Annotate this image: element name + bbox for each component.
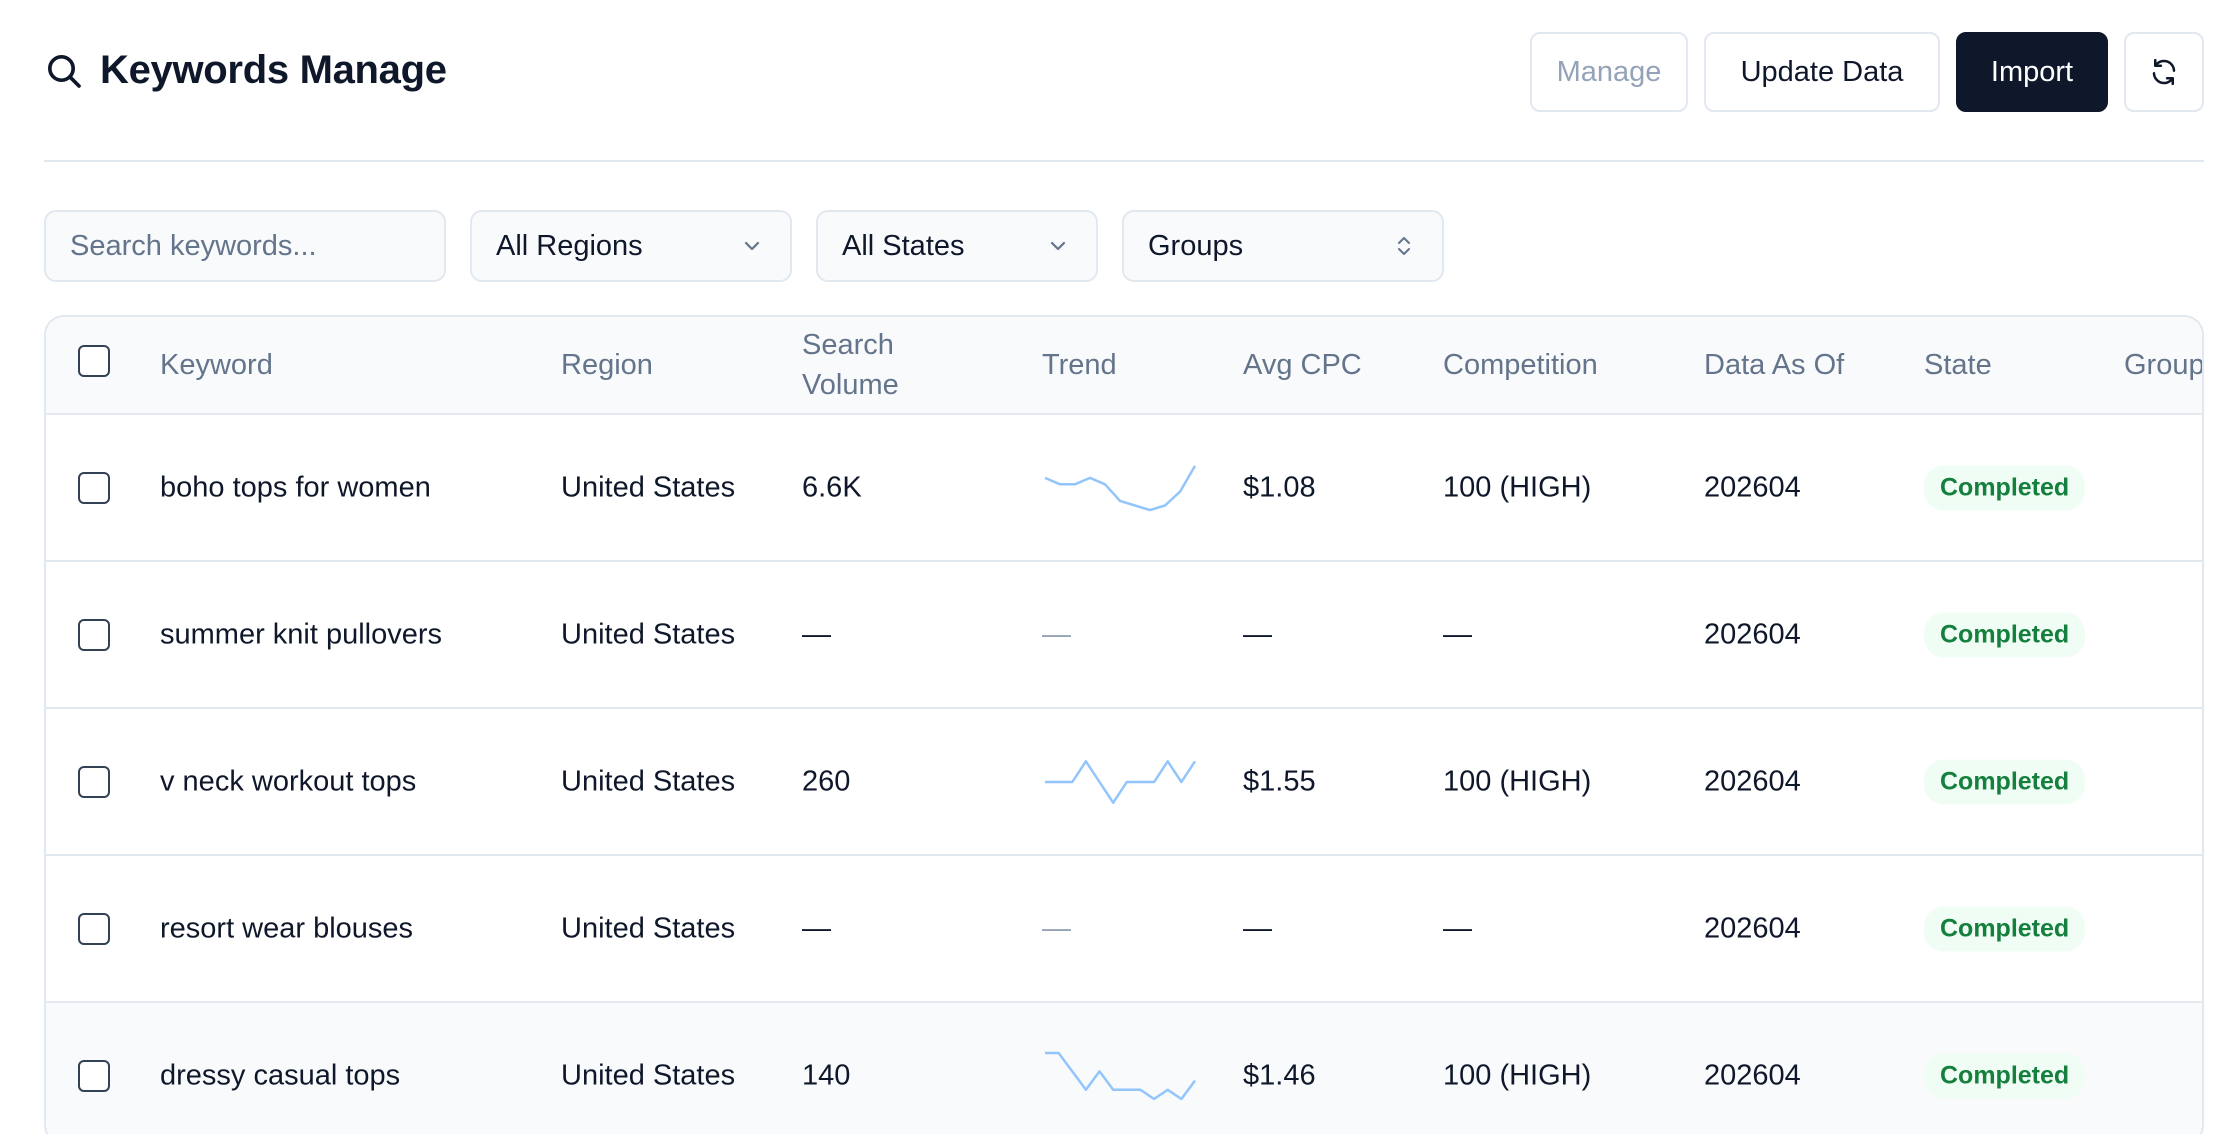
table-header: Keyword Region Search Volume Trend Avg C…: [46, 317, 2202, 415]
status-badge: Completed: [1924, 612, 2086, 657]
date-cell: 202604: [1704, 618, 1801, 650]
trend-sparkline: [1045, 759, 1197, 804]
table-row[interactable]: boho tops for women United States 6.6K $…: [46, 415, 2202, 562]
row-checkbox[interactable]: [78, 1059, 110, 1092]
page-header: Keywords Manage Manage Update Data Impor…: [44, 30, 2204, 114]
column-header-volume[interactable]: Search Volume: [802, 325, 899, 405]
region-select[interactable]: All Regions: [470, 210, 792, 282]
region-cell: United States: [561, 765, 736, 797]
row-checkbox[interactable]: [78, 765, 110, 798]
cpc-cell: —: [1243, 912, 1272, 944]
cpc-cell: $1.55: [1243, 765, 1316, 797]
volume-cell: 140: [802, 1059, 851, 1091]
column-header-trend[interactable]: Trend: [1042, 349, 1117, 381]
table-row[interactable]: dressy casual tops United States 140 $1.…: [46, 1003, 2202, 1134]
header-actions: Manage Update Data Import: [1514, 32, 2204, 112]
column-header-date[interactable]: Data As Of: [1704, 349, 1845, 381]
competition-cell: 100 (HIGH): [1443, 471, 1592, 503]
status-badge: Completed: [1924, 1053, 2086, 1098]
keyword-cell: v neck workout tops: [160, 765, 417, 797]
keyword-cell: resort wear blouses: [160, 912, 414, 944]
cpc-cell: $1.08: [1243, 471, 1316, 503]
column-header-volume-line2: Volume: [802, 369, 899, 401]
date-cell: 202604: [1704, 471, 1801, 503]
header-divider: [44, 160, 2204, 162]
table-row[interactable]: summer knit pullovers United States — — …: [46, 562, 2202, 709]
state-select[interactable]: All States: [816, 210, 1098, 282]
status-badge: Completed: [1924, 465, 2086, 510]
status-badge: Completed: [1924, 906, 2086, 951]
region-cell: United States: [561, 1059, 736, 1091]
row-checkbox[interactable]: [78, 912, 110, 945]
competition-cell: 100 (HIGH): [1443, 1059, 1592, 1091]
update-data-button[interactable]: Update Data: [1704, 32, 1940, 112]
region-cell: United States: [561, 618, 736, 650]
table-row[interactable]: v neck workout tops United States 260 $1…: [46, 709, 2202, 856]
keyword-cell: summer knit pullovers: [160, 618, 443, 650]
competition-cell: —: [1443, 618, 1472, 650]
chevron-up-down-icon: [1398, 237, 1410, 255]
trend-sparkline: [1045, 1051, 1197, 1100]
column-header-region[interactable]: Region: [561, 349, 653, 381]
volume-cell: 6.6K: [802, 471, 862, 503]
refresh-button[interactable]: [2124, 32, 2204, 112]
filter-bar: All Regions All States Groups: [44, 210, 1468, 282]
date-cell: 202604: [1704, 912, 1801, 944]
trend-empty: —: [1042, 618, 1071, 650]
search-icon: [48, 54, 81, 88]
title-group: Keywords Manage: [44, 48, 447, 93]
page-title: Keywords Manage: [100, 48, 447, 92]
column-header-state[interactable]: State: [1924, 349, 1992, 381]
row-checkbox[interactable]: [78, 618, 110, 651]
status-badge: Completed: [1924, 759, 2086, 804]
search-field[interactable]: [44, 210, 446, 282]
region-cell: United States: [561, 912, 736, 944]
state-select-value: All States: [842, 229, 965, 262]
manage-button[interactable]: Manage: [1530, 32, 1688, 112]
volume-cell: —: [802, 912, 831, 944]
keyword-cell: dressy casual tops: [160, 1059, 401, 1091]
chevron-down-icon: [744, 241, 760, 251]
table-row[interactable]: resort wear blouses United States — — — …: [46, 856, 2202, 1003]
refresh-icon: [2152, 58, 2176, 86]
date-cell: 202604: [1704, 765, 1801, 797]
keyword-cell: boho tops for women: [160, 471, 431, 503]
chevron-down-icon: [1050, 241, 1066, 251]
group-select-value: Groups: [1148, 229, 1244, 262]
row-checkbox[interactable]: [78, 471, 110, 504]
column-header-keyword[interactable]: Keyword: [160, 349, 273, 381]
trend-empty: —: [1042, 912, 1071, 944]
cpc-cell: $1.46: [1243, 1059, 1316, 1091]
column-header-competition[interactable]: Competition: [1443, 349, 1598, 381]
volume-cell: 260: [802, 765, 851, 797]
competition-cell: —: [1443, 912, 1472, 944]
region-select-value: All Regions: [496, 229, 643, 262]
date-cell: 202604: [1704, 1059, 1801, 1091]
keywords-table: Keyword Region Search Volume Trend Avg C…: [44, 315, 2204, 1134]
volume-cell: —: [802, 618, 831, 650]
cpc-cell: —: [1243, 618, 1272, 650]
import-button[interactable]: Import: [1956, 32, 2108, 112]
search-input[interactable]: [70, 229, 420, 263]
column-header-group[interactable]: Group: [2124, 349, 2204, 381]
region-cell: United States: [561, 471, 736, 503]
select-all-checkbox[interactable]: [78, 345, 110, 378]
competition-cell: 100 (HIGH): [1443, 765, 1592, 797]
column-header-cpc[interactable]: Avg CPC: [1243, 349, 1362, 381]
trend-sparkline: [1044, 464, 1197, 511]
group-select[interactable]: Groups: [1122, 210, 1444, 282]
column-header-volume-line1: Search: [802, 329, 894, 361]
